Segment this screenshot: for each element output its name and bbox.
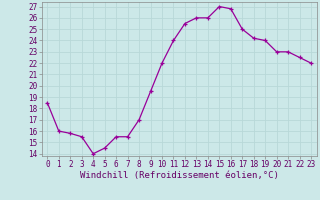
X-axis label: Windchill (Refroidissement éolien,°C): Windchill (Refroidissement éolien,°C) <box>80 171 279 180</box>
